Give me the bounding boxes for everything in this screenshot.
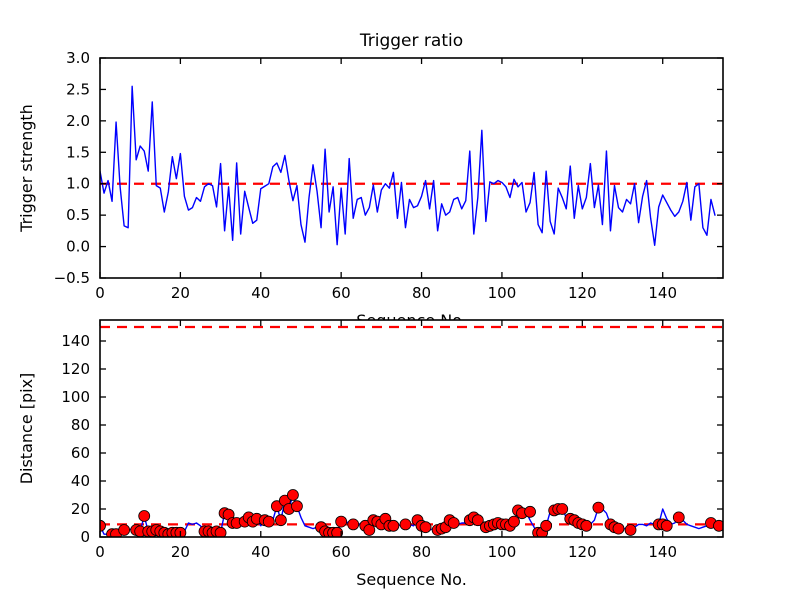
distance-plot-xlabel: Sequence No. <box>356 570 467 589</box>
circle-marker-icon <box>713 519 723 532</box>
circle-marker-icon <box>270 500 283 513</box>
y-tick-label: 3.0 <box>66 49 90 67</box>
circle-marker-icon <box>347 518 360 531</box>
x-tick-label: 80 <box>412 543 431 561</box>
circle-marker-icon <box>508 515 520 528</box>
circle-marker-icon <box>291 500 303 513</box>
x-tick-label: 20 <box>171 543 190 561</box>
circle-marker-icon <box>387 519 400 532</box>
y-tick-label: 0.5 <box>66 206 90 224</box>
circle-marker-icon <box>419 521 432 534</box>
detection-markers <box>100 489 723 537</box>
circle-marker-icon <box>335 515 348 528</box>
y-tick-label: 1.0 <box>66 175 90 193</box>
circle-marker-icon <box>138 510 151 522</box>
x-tick-label: 140 <box>648 284 677 302</box>
y-tick-label: 0 <box>80 528 90 546</box>
circle-marker-icon <box>287 489 299 501</box>
trigger-ratio-plot-title: Trigger ratio <box>359 31 463 51</box>
circle-marker-icon <box>274 514 287 527</box>
trigger-ratio-plot-data-area <box>100 85 723 247</box>
circle-marker-icon <box>612 522 625 535</box>
y-tick-label: 1.5 <box>66 143 90 161</box>
y-tick-label: 80 <box>71 416 90 434</box>
x-tick-label: 0 <box>95 284 105 302</box>
distance-plot: 0 20 40 60 80 100 120 140 0 20 40 60 80 100 120 140 Sequ… <box>17 319 724 589</box>
y-tick-label: 40 <box>71 472 90 490</box>
circle-marker-icon <box>214 526 227 537</box>
x-tick-label: 40 <box>251 543 270 561</box>
y-tick-label: 2.5 <box>66 80 90 98</box>
y-tick-label: 60 <box>71 444 90 462</box>
trigger-ratio-plot-background <box>100 58 723 278</box>
distance-plot-background <box>100 320 723 537</box>
circle-marker-icon <box>262 515 275 528</box>
circle-marker-icon <box>592 501 605 514</box>
trigger-ratio-plot-series-0 <box>100 85 716 247</box>
circle-marker-icon <box>118 524 131 536</box>
y-tick-label: 120 <box>61 360 90 378</box>
distance-plot-data-area <box>100 325 723 537</box>
distance-plot-spines <box>99 319 724 538</box>
y-tick-label: 100 <box>61 388 90 406</box>
x-tick-label: 100 <box>488 543 517 561</box>
trigger-ratio-plot: 0 20 40 60 80 100 120 140 −0.5 0.0 0.5 1.0 1.5 2.0 2.5… <box>17 31 724 330</box>
y-tick-label: 20 <box>71 500 90 518</box>
circle-marker-icon <box>331 526 344 537</box>
x-tick-label: 120 <box>568 284 597 302</box>
x-tick-label: 60 <box>332 543 351 561</box>
x-tick-label: 40 <box>251 284 270 302</box>
x-tick-label: 100 <box>488 284 517 302</box>
x-tick-label: 140 <box>648 543 677 561</box>
trigger-ratio-plot-ylabel: Trigger strength <box>17 104 36 233</box>
y-tick-label: 0.0 <box>66 238 90 256</box>
trigger-ratio-plot-spines <box>99 57 724 279</box>
x-tick-label: 120 <box>568 543 597 561</box>
distance-plot-ylabel: Distance [pix] <box>17 373 36 485</box>
y-tick-label: 2.0 <box>66 112 90 130</box>
circle-marker-icon <box>624 524 637 536</box>
x-tick-label: 20 <box>171 284 190 302</box>
circle-marker-icon <box>556 503 569 515</box>
x-tick-label: 80 <box>412 284 431 302</box>
circle-marker-icon <box>540 519 553 532</box>
x-tick-label: 60 <box>332 284 351 302</box>
circle-marker-icon <box>660 519 673 532</box>
circle-marker-icon <box>399 518 412 531</box>
circle-marker-icon <box>447 517 460 529</box>
circle-marker-icon <box>524 505 536 518</box>
circle-marker-icon <box>672 511 685 524</box>
circle-marker-icon <box>471 514 484 527</box>
circle-marker-icon <box>363 524 376 536</box>
circle-marker-icon <box>580 519 593 532</box>
x-tick-label: 0 <box>95 543 105 561</box>
circle-marker-icon <box>100 519 106 532</box>
y-tick-label: 140 <box>61 332 90 350</box>
y-tick-label: −0.5 <box>54 269 90 287</box>
